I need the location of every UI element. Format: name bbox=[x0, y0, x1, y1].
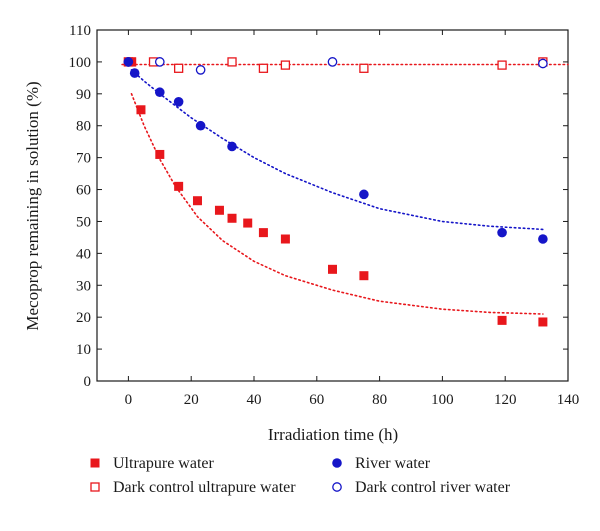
plot-frame bbox=[96, 29, 569, 382]
y-tick-label: 60 bbox=[76, 183, 91, 199]
fit-line bbox=[130, 93, 544, 315]
y-tick-label: 70 bbox=[76, 151, 91, 167]
data-point bbox=[538, 58, 548, 69]
x-tick-label: 80 bbox=[372, 392, 387, 408]
data-point bbox=[328, 264, 337, 274]
legend-marker bbox=[90, 458, 100, 468]
x-tick-label: 60 bbox=[309, 392, 324, 408]
y-tick-label: 10 bbox=[76, 342, 91, 358]
y-tick-label: 80 bbox=[76, 119, 91, 135]
data-point bbox=[214, 205, 224, 215]
data-point bbox=[227, 57, 237, 67]
y-tick-label: 20 bbox=[76, 310, 91, 326]
y-tick-label: 90 bbox=[76, 87, 91, 103]
fit-curves bbox=[121, 63, 569, 315]
y-tick-label: 100 bbox=[69, 55, 92, 71]
x-tick-label: 20 bbox=[184, 392, 199, 408]
data-point bbox=[155, 149, 165, 159]
data-point bbox=[497, 60, 507, 70]
y-axis-ticks: 0 10 20 30 40 50 60 70 80 90 100 110 bbox=[69, 23, 568, 390]
data-point bbox=[359, 63, 369, 73]
data-point bbox=[243, 218, 253, 228]
legend: Ultrapure water Dark control ultrapure wa… bbox=[90, 455, 511, 496]
y-axis-title: Mecoprop remaining in solution (%) bbox=[23, 81, 42, 330]
data-point bbox=[227, 213, 237, 223]
data-point bbox=[195, 120, 206, 131]
legend-marker bbox=[332, 458, 342, 468]
data-point bbox=[497, 227, 507, 238]
data-point bbox=[258, 63, 269, 73]
x-axis-title: Irradiation time (h) bbox=[268, 425, 398, 444]
legend-label: Ultrapure water bbox=[113, 455, 215, 472]
data-point bbox=[280, 234, 290, 244]
y-tick-label: 50 bbox=[76, 214, 91, 230]
data-point bbox=[227, 141, 237, 152]
data-point bbox=[359, 189, 369, 200]
data-point bbox=[327, 57, 338, 67]
y-tick-label: 110 bbox=[69, 23, 91, 39]
data-point bbox=[538, 317, 548, 327]
x-tick-label: 0 bbox=[125, 392, 133, 408]
data-point bbox=[136, 105, 146, 115]
data-point bbox=[129, 68, 140, 78]
data-markers bbox=[123, 57, 548, 327]
y-tick-label: 40 bbox=[76, 246, 91, 262]
y-tick-label: 30 bbox=[76, 278, 91, 294]
x-tick-label: 140 bbox=[557, 392, 580, 408]
legend-label: Dark control river water bbox=[355, 479, 511, 496]
data-point bbox=[154, 57, 165, 67]
data-point bbox=[123, 57, 134, 67]
fit-line bbox=[130, 69, 544, 231]
data-point bbox=[174, 181, 184, 191]
x-tick-label: 40 bbox=[247, 392, 262, 408]
x-tick-label: 100 bbox=[431, 392, 454, 408]
data-point bbox=[155, 87, 165, 98]
legend-marker bbox=[90, 482, 100, 492]
x-tick-label: 120 bbox=[494, 392, 517, 408]
legend-label: Dark control ultrapure water bbox=[113, 479, 296, 496]
data-point bbox=[173, 96, 184, 107]
y-tick-label: 0 bbox=[84, 374, 92, 390]
legend-label: River water bbox=[355, 455, 431, 472]
data-point bbox=[280, 60, 291, 70]
legend-marker bbox=[332, 482, 342, 492]
data-point bbox=[195, 65, 206, 75]
data-point bbox=[173, 63, 184, 73]
data-point bbox=[538, 234, 548, 244]
data-point bbox=[258, 228, 268, 238]
x-axis-ticks: 0 20 40 60 80 100 120 140 bbox=[125, 30, 580, 408]
data-point bbox=[497, 315, 507, 325]
data-point bbox=[192, 196, 202, 206]
data-point bbox=[359, 271, 369, 281]
